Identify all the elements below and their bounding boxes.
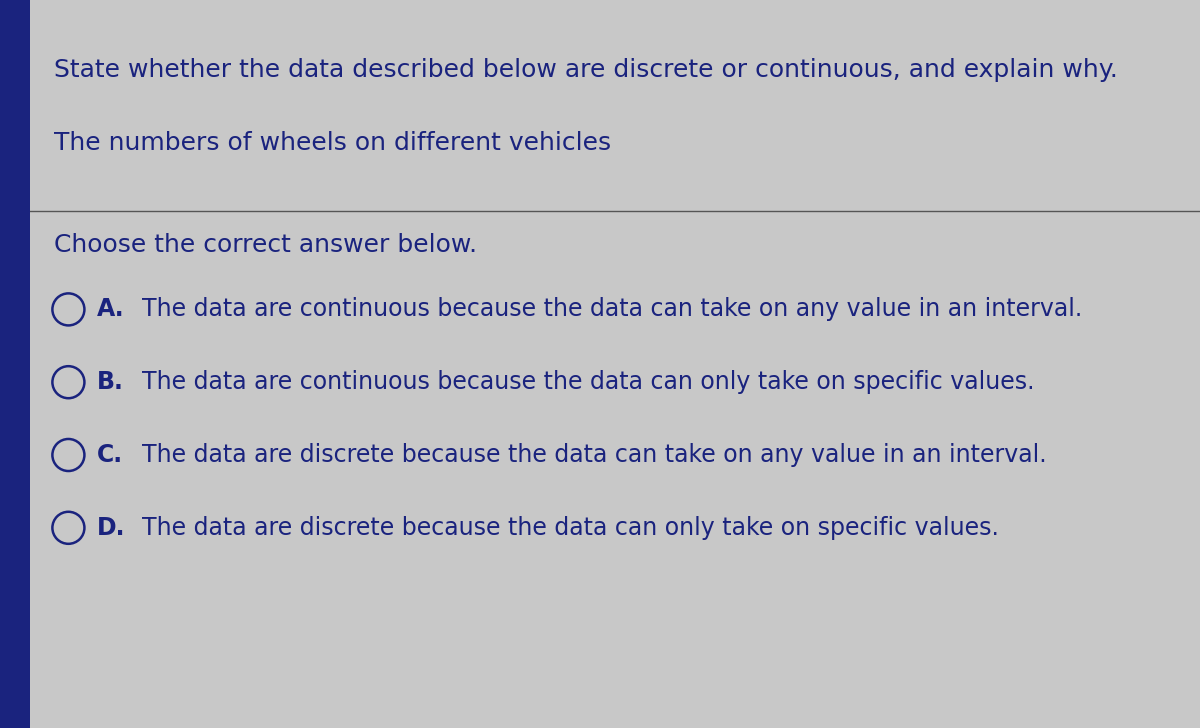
- Text: C.: C.: [96, 443, 122, 467]
- Text: D.: D.: [96, 516, 125, 539]
- Text: The data are discrete because the data can take on any value in an interval.: The data are discrete because the data c…: [142, 443, 1046, 467]
- Text: The numbers of wheels on different vehicles: The numbers of wheels on different vehic…: [54, 131, 611, 155]
- Text: B.: B.: [96, 371, 124, 394]
- Text: The data are discrete because the data can only take on specific values.: The data are discrete because the data c…: [142, 516, 998, 539]
- Text: The data are continuous because the data can only take on specific values.: The data are continuous because the data…: [142, 371, 1034, 394]
- Text: The data are continuous because the data can take on any value in an interval.: The data are continuous because the data…: [142, 298, 1082, 321]
- Bar: [0, 0, 30, 728]
- Text: State whether the data described below are discrete or continuous, and explain w: State whether the data described below a…: [54, 58, 1118, 82]
- Text: Choose the correct answer below.: Choose the correct answer below.: [54, 233, 478, 257]
- Text: A.: A.: [96, 298, 124, 321]
